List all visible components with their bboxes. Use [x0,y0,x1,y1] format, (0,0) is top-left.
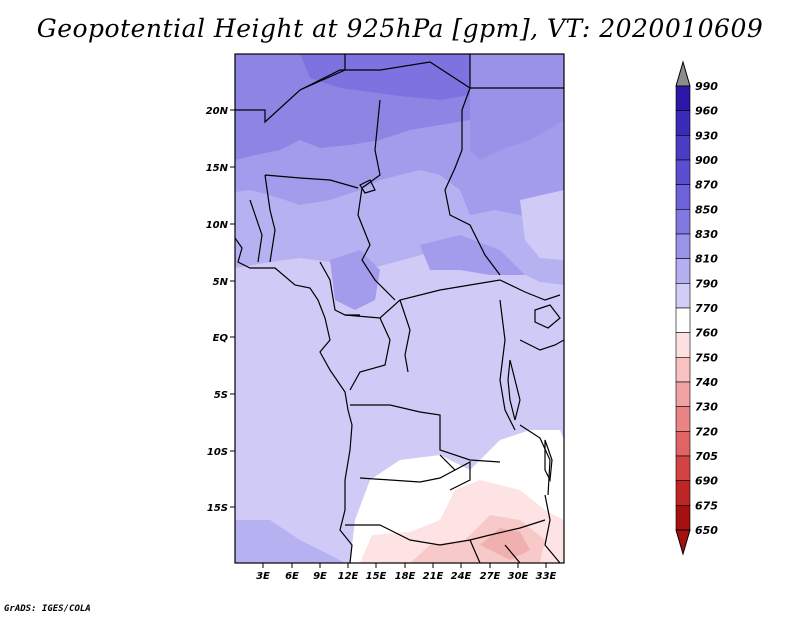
colorbar-label: 675 [695,499,718,512]
field-870 [300,54,470,100]
colorbar-label: 830 [695,228,718,241]
colorbar-swatch [675,357,691,383]
grads-footer: GrADS: IGES/COLA [4,604,91,614]
lon-label-27e: 27E [480,571,501,582]
colorbar-label: 960 [695,105,718,118]
border-17 [359,469,456,483]
field-850-b [470,54,564,160]
colorbar-label: 720 [695,425,718,438]
border-16 [439,454,471,491]
lat-label-15n: 15N [206,163,229,174]
lon-label-24e: 24E [451,571,472,582]
border-12 [399,299,411,373]
colorbar-swatch [675,283,691,309]
lon-label-3e: 3E [256,571,270,582]
border-8 [249,199,263,263]
border-19 [544,494,561,563]
colorbar-label: 730 [695,401,718,414]
colorbar-label: 870 [695,179,718,192]
colorbar-label: 650 [695,524,718,537]
colorbar-swatch [675,480,691,506]
lake-tanganyika [507,359,521,421]
field-830-c [330,250,380,310]
lake-chad [359,179,376,194]
lon-label-6e: 6E [285,571,299,582]
lat-label-10s: 10S [207,447,228,458]
lat-label-15s: 15S [207,503,228,514]
colorbar-label: 750 [695,351,718,364]
colorbar-swatch [675,184,691,210]
lat-axis: 20N 15N 10N 5N EQ 5S 10S 15S [206,106,235,514]
lon-label-12e: 12E [338,571,359,582]
colorbar-label: 705 [695,450,718,463]
lon-label-18e: 18E [395,571,416,582]
colorbar-swatch [675,406,691,432]
field-740 [480,528,530,560]
colorbar-swatch [675,233,691,259]
colorbar-arrow-bottom [675,529,691,556]
colorbar-label: 990 [695,80,718,93]
border-15 [519,339,564,351]
lon-label-33e: 33E [536,571,557,582]
border-2 [299,54,471,91]
field-830-b [420,235,525,275]
lat-label-eq: EQ [213,333,229,344]
border-4 [444,87,501,276]
field-790-sw [235,520,345,563]
border-18 [345,519,546,546]
colorbar-swatch [675,258,691,284]
map-frame [234,53,565,564]
colorbar-label: 760 [695,327,718,340]
colorbar: 990 960 930 900 870 850 830 810 790 770 760 750 740 7… [675,60,718,556]
chart-title: Geopotential Height at 925hPa [gpm], VT:… [36,14,764,43]
colorbar-swatch [675,159,691,185]
colorbar-swatch [675,431,691,457]
border-13 [350,404,501,463]
border-14 [499,299,516,431]
colorbar-swatch [675,455,691,481]
colorbar-swatch [675,209,691,235]
lon-label-30e: 30E [508,571,529,582]
lat-label-5s: 5S [214,390,228,401]
lon-label-21e: 21E [423,571,444,582]
colorbar-swatch [675,135,691,161]
colorbar-swatch [675,332,691,358]
colorbar-label: 810 [695,253,718,266]
colorbar-swatch [675,110,691,136]
lat-label-20n: 20N [206,106,229,117]
lon-axis: 3E 6E 9E 12E 15E 18E 21E 24E 27E 30E 33E [256,563,557,582]
colorbar-swatch [675,307,691,333]
border-10 [344,279,561,319]
lat-label-5n: 5N [213,277,229,288]
border-21 [469,539,481,563]
field-790-east [520,190,564,260]
colorbar-swatch [675,505,691,531]
colorbar-label: 770 [695,302,718,315]
colorbar-label: 900 [695,154,718,167]
map-field [235,54,564,563]
colorbar-arrow-top [675,60,691,87]
colorbar-label: 740 [695,376,718,389]
border-1 [235,54,346,124]
lake-malawi [544,439,553,483]
border-6 [264,174,359,189]
colorbar-swatch [675,85,691,111]
lon-label-15e: 15E [366,571,387,582]
colorbar-swatch [675,381,691,407]
colorbar-label: 790 [695,277,718,290]
map-borders [235,54,564,563]
border-22 [504,544,521,563]
border-11 [349,317,391,391]
lake-victoria [534,304,561,329]
lon-label-9e: 9E [313,571,327,582]
border-5 [357,99,396,301]
coastline-west [235,237,353,563]
border-7 [264,174,276,263]
colorbar-label: 850 [695,203,718,216]
colorbar-label: 930 [695,129,718,142]
colorbar-label: 690 [695,475,718,488]
lat-label-10n: 10N [206,220,229,231]
